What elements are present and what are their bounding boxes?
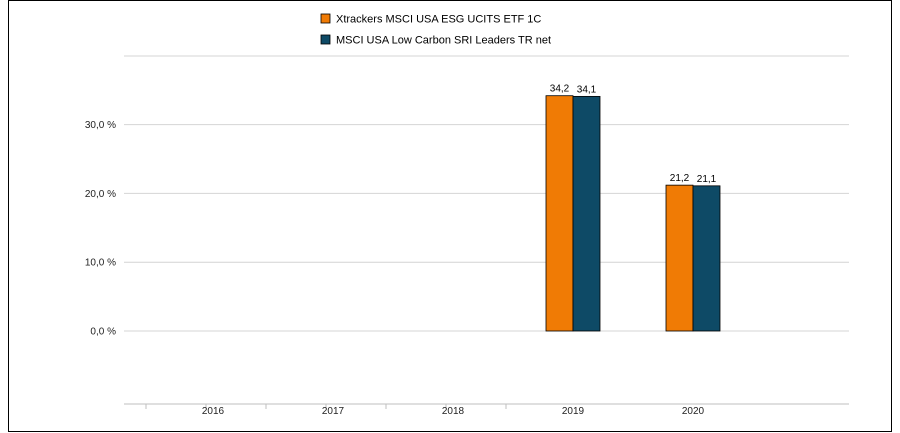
bar-chart: 0,0 % 10,0 % 20,0 % 30,0 % 2016 2017 2018 2019…: [85, 13, 849, 417]
gridlines: [124, 55, 849, 332]
bar-2020-series-2: [692, 185, 721, 332]
value-label-2019-series-1: 34,2: [550, 84, 570, 95]
bars: [545, 95, 721, 332]
y-axis: 0,0 % 10,0 % 20,0 % 30,0 %: [85, 120, 116, 337]
legend-swatch-series-2: [320, 34, 331, 45]
legend-item-series-2: MSCI USA Low Carbon SRI Leaders TR net: [320, 34, 551, 47]
x-tick-label-2017: 2017: [322, 406, 345, 417]
x-tick-label-2020: 2020: [682, 406, 705, 417]
legend-label-series-2: MSCI USA Low Carbon SRI Leaders TR net: [336, 35, 551, 47]
legend-item-series-1: Xtrackers MSCI USA ESG UCITS ETF 1C: [320, 13, 541, 26]
value-label-2019-series-2: 34,1: [577, 84, 597, 95]
x-tick-label-2016: 2016: [202, 406, 225, 417]
legend-swatch-series-1: [320, 13, 331, 24]
y-tick-label: 10,0 %: [85, 258, 116, 269]
y-tick-label: 30,0 %: [85, 120, 116, 131]
legend-label-series-1: Xtrackers MSCI USA ESG UCITS ETF 1C: [336, 14, 541, 26]
value-label-2020-series-1: 21,2: [670, 173, 690, 184]
chart-frame: 0,0 % 10,0 % 20,0 % 30,0 % 2016 2017 2018 2019…: [8, 0, 892, 432]
y-tick-label: 0,0 %: [90, 327, 116, 338]
x-tick-label-2019: 2019: [562, 406, 585, 417]
legend: Xtrackers MSCI USA ESG UCITS ETF 1C MSCI…: [320, 13, 551, 47]
bar-2020-series-1: [665, 184, 694, 332]
value-label-2020-series-2: 21,1: [697, 174, 717, 185]
y-tick-label: 20,0 %: [85, 189, 116, 200]
x-axis: 2016 2017 2018 2019 2020: [124, 403, 849, 417]
bar-2019-series-2: [572, 95, 601, 332]
data-labels: 34,2 34,1 21,2 21,1: [550, 84, 717, 185]
bar-2019-series-1: [545, 95, 574, 332]
x-tick-label-2018: 2018: [442, 406, 465, 417]
